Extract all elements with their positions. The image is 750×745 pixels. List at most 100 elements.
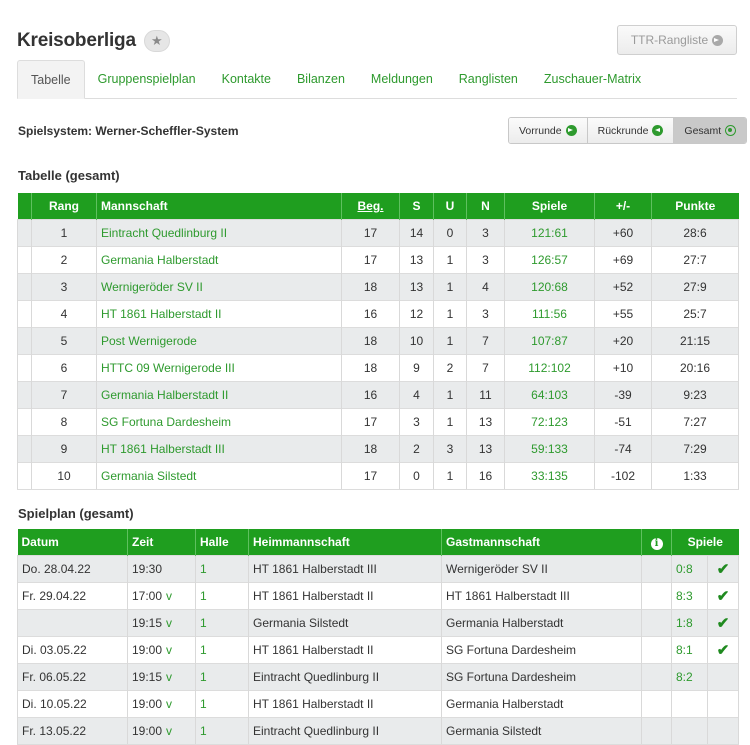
header-info[interactable]: i bbox=[641, 529, 672, 556]
table-row: 5 Post Wernigerode 18 10 1 7 107:87 +20 21:15 bbox=[17, 327, 739, 355]
u-cell: 1 bbox=[433, 462, 467, 490]
n-cell: 3 bbox=[466, 219, 505, 247]
beg-cell: 17 bbox=[341, 246, 400, 274]
beg-cell: 16 bbox=[341, 300, 400, 328]
punkte-cell: 7:27 bbox=[651, 408, 739, 436]
team-link[interactable]: SG Fortuna Dardesheim bbox=[96, 408, 342, 436]
home-team-cell: HT 1861 Halberstadt II bbox=[248, 582, 442, 610]
row-spacer bbox=[17, 219, 32, 247]
halle-link[interactable]: 1 bbox=[195, 582, 249, 610]
spiele-link[interactable]: 107:87 bbox=[504, 327, 595, 355]
tab-tabelle[interactable]: Tabelle bbox=[17, 60, 85, 99]
beg-cell: 18 bbox=[341, 354, 400, 382]
info-cell bbox=[641, 555, 672, 583]
schedule-row: Fr. 29.04.22 17:00 v 1 HT 1861 Halberstadt I… bbox=[17, 582, 740, 610]
rank-cell: 1 bbox=[31, 219, 97, 247]
halle-link[interactable]: 1 bbox=[195, 609, 249, 637]
team-link[interactable]: Post Wernigerode bbox=[96, 327, 342, 355]
rueckrunde-button[interactable]: Rückrunde bbox=[586, 118, 674, 143]
header-n: N bbox=[466, 193, 505, 220]
verlegt-marker[interactable]: v bbox=[166, 724, 173, 738]
tab-kontakte[interactable]: Kontakte bbox=[221, 72, 271, 86]
header-punkte: Punkte bbox=[651, 193, 739, 220]
vorrunde-button[interactable]: Vorrunde bbox=[509, 118, 587, 143]
verlegt-marker[interactable]: v bbox=[166, 589, 173, 603]
n-cell: 13 bbox=[466, 408, 505, 436]
date-cell: Fr. 29.04.22 bbox=[17, 582, 128, 610]
guest-team-cell: Germania Halberstadt bbox=[441, 609, 642, 637]
header-spiele: Spiele bbox=[504, 193, 595, 220]
favorite-button[interactable]: ★ bbox=[143, 30, 170, 52]
spiele-link[interactable]: 59:133 bbox=[504, 435, 595, 463]
s-cell: 2 bbox=[399, 435, 434, 463]
halle-link[interactable]: 1 bbox=[195, 663, 249, 691]
team-link[interactable]: Wernigeröder SV II bbox=[96, 273, 342, 301]
rank-cell: 8 bbox=[31, 408, 97, 436]
tab-gruppenspielplan[interactable]: Gruppenspielplan bbox=[97, 72, 196, 86]
spiele-link[interactable]: 64:103 bbox=[504, 381, 595, 409]
table-row: 4 HT 1861 Halberstadt II 16 12 1 3 111:56 +55 25… bbox=[17, 300, 739, 328]
punkte-cell: 1:33 bbox=[651, 462, 739, 490]
verlegt-marker[interactable]: v bbox=[166, 697, 173, 711]
time-cell: 17:00 v bbox=[127, 582, 196, 610]
halle-link[interactable]: 1 bbox=[195, 555, 249, 583]
ttr-rangliste-button[interactable]: TTR-Rangliste bbox=[617, 25, 737, 55]
tab-zuschauer-matrix[interactable]: Zuschauer-Matrix bbox=[543, 72, 642, 86]
tab-meldungen[interactable]: Meldungen bbox=[370, 72, 433, 86]
team-link[interactable]: Germania Halberstadt II bbox=[96, 381, 342, 409]
date-cell: Fr. 13.05.22 bbox=[17, 717, 128, 745]
header-mannschaft: Mannschaft bbox=[96, 193, 342, 220]
spiele-link[interactable]: 111:56 bbox=[504, 300, 595, 328]
home-team-cell: HT 1861 Halberstadt III bbox=[248, 555, 442, 583]
punkte-cell: 25:7 bbox=[651, 300, 739, 328]
spiele-link[interactable]: 120:68 bbox=[504, 273, 595, 301]
s-cell: 9 bbox=[399, 354, 434, 382]
check-cell: ✔ bbox=[706, 555, 740, 583]
spiele-link[interactable]: 33:135 bbox=[504, 462, 595, 490]
verlegt-marker[interactable]: v bbox=[166, 616, 173, 630]
u-cell: 1 bbox=[433, 381, 467, 409]
beg-cell: 18 bbox=[341, 273, 400, 301]
u-cell: 1 bbox=[433, 300, 467, 328]
result-link[interactable]: 0:8 bbox=[671, 555, 708, 583]
result-link[interactable] bbox=[671, 717, 708, 745]
header-u: U bbox=[433, 193, 467, 220]
guest-team-cell: Germania Silstedt bbox=[441, 717, 642, 745]
team-link[interactable]: Germania Silstedt bbox=[96, 462, 342, 490]
gesamt-button[interactable]: Gesamt bbox=[673, 118, 747, 143]
team-link[interactable]: HTTC 09 Wernigerode III bbox=[96, 354, 342, 382]
league-table: Rang Mannschaft Beg. S U N Spiele +/- Pu… bbox=[17, 193, 739, 490]
spiele-link[interactable]: 121:61 bbox=[504, 219, 595, 247]
result-link[interactable] bbox=[671, 690, 708, 718]
header-zeit: Zeit bbox=[127, 529, 196, 556]
diff-cell: +20 bbox=[594, 327, 652, 355]
spiele-link[interactable]: 72:123 bbox=[504, 408, 595, 436]
halle-link[interactable]: 1 bbox=[195, 690, 249, 718]
team-link[interactable]: Eintracht Quedlinburg II bbox=[96, 219, 342, 247]
verlegt-marker[interactable]: v bbox=[166, 670, 173, 684]
verlegt-marker[interactable]: v bbox=[166, 643, 173, 657]
tab-bilanzen[interactable]: Bilanzen bbox=[296, 72, 345, 86]
diff-cell: -39 bbox=[594, 381, 652, 409]
rank-cell: 4 bbox=[31, 300, 97, 328]
result-link[interactable]: 8:3 bbox=[671, 582, 708, 610]
team-link[interactable]: Germania Halberstadt bbox=[96, 246, 342, 274]
team-link[interactable]: HT 1861 Halberstadt III bbox=[96, 435, 342, 463]
rank-cell: 5 bbox=[31, 327, 97, 355]
time-value: 19:15 bbox=[132, 616, 163, 630]
halle-link[interactable]: 1 bbox=[195, 717, 249, 745]
u-cell: 2 bbox=[433, 354, 467, 382]
result-link[interactable]: 8:1 bbox=[671, 636, 708, 664]
tab-ranglisten[interactable]: Ranglisten bbox=[458, 72, 518, 86]
result-link[interactable]: 8:2 bbox=[671, 663, 708, 691]
spiele-link[interactable]: 126:57 bbox=[504, 246, 595, 274]
result-link[interactable]: 1:8 bbox=[671, 609, 708, 637]
team-link[interactable]: HT 1861 Halberstadt II bbox=[96, 300, 342, 328]
vorrunde-label: Vorrunde bbox=[519, 124, 562, 137]
punkte-cell: 21:15 bbox=[651, 327, 739, 355]
time-value: 17:00 bbox=[132, 589, 163, 603]
spiele-link[interactable]: 112:102 bbox=[504, 354, 595, 382]
halle-link[interactable]: 1 bbox=[195, 636, 249, 664]
check-cell: ✔ bbox=[706, 636, 740, 664]
checkmark-icon: ✔ bbox=[716, 642, 730, 659]
